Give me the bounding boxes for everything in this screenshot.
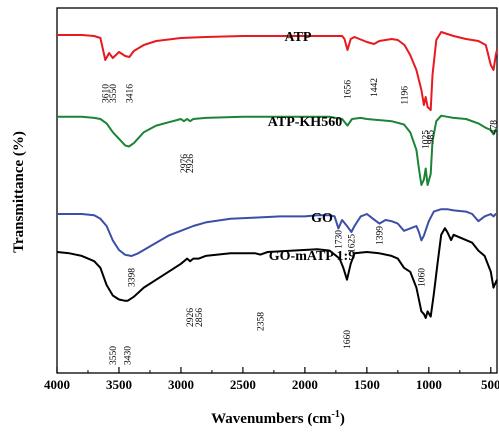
series-line-atp: [57, 31, 498, 111]
peak-label-1060: 1060: [417, 268, 427, 287]
peak-label-3416: 3416: [125, 84, 135, 103]
series-line-atp-kh560: [57, 114, 498, 186]
series-title-go-matp-1-9: GO-mATP 1:9: [269, 249, 355, 264]
series-line-go: [57, 208, 497, 257]
peak-label-2926: 2926: [186, 308, 196, 327]
peak-label-3550: 3550: [109, 84, 119, 103]
peak-label-1442: 1442: [370, 78, 380, 97]
x-axis-label: Wavenumbers (cm-1): [211, 409, 345, 427]
peak-label-985: 985: [427, 130, 437, 145]
peak-label-2926: 2926: [186, 154, 196, 173]
peak-label-1730: 1730: [334, 230, 344, 249]
y-axis-label: Transmittance (%): [11, 131, 27, 253]
peak-label-3398: 3398: [128, 268, 138, 287]
x-axis-ticks: [56, 367, 492, 373]
peak-label-3550: 3550: [109, 346, 119, 365]
peak-label-3430: 3430: [124, 346, 134, 365]
peak-label-1399: 1399: [375, 226, 385, 245]
peak-label-1660: 1660: [343, 330, 353, 349]
peak-label-1025: 1025: [422, 130, 432, 149]
x-tick-label-3000: 3000: [168, 377, 194, 392]
peak-label-2358: 2358: [257, 312, 267, 331]
series-lines: [56, 31, 498, 319]
x-tick-label-4000: 4000: [44, 377, 70, 392]
series-title-atp: ATP: [285, 30, 312, 45]
peak-label-1656: 1656: [344, 80, 354, 99]
x-tick-label-3500: 3500: [106, 377, 132, 392]
peak-label-2976: 2976: [180, 154, 190, 173]
x-tick-label-2000: 2000: [292, 377, 318, 392]
x-tick-label-500: 500: [481, 377, 499, 392]
x-tick-label-1000: 1000: [416, 377, 442, 392]
x-tick-label-2500: 2500: [230, 377, 256, 392]
peak-label-3610: 3610: [101, 84, 111, 103]
peak-label-2856: 2856: [195, 308, 205, 327]
x-axis-tick-labels: 4000 3500 3000 2500 2000 1500 1000 500: [44, 377, 499, 392]
series-title-atp-kh560: ATP-KH560: [268, 115, 342, 130]
x-tick-label-1500: 1500: [354, 377, 380, 392]
plot-frame: [56, 7, 498, 374]
peak-label-478: 478: [490, 120, 499, 135]
series-line-go-matp-1-9: [56, 227, 498, 319]
series-title-go: GO: [311, 211, 333, 226]
peak-label-1625: 1625: [347, 234, 357, 253]
series-titles: ATP ATP-KH560 GO GO-mATP 1:9: [268, 30, 355, 264]
peak-label-1196: 1196: [401, 86, 411, 105]
